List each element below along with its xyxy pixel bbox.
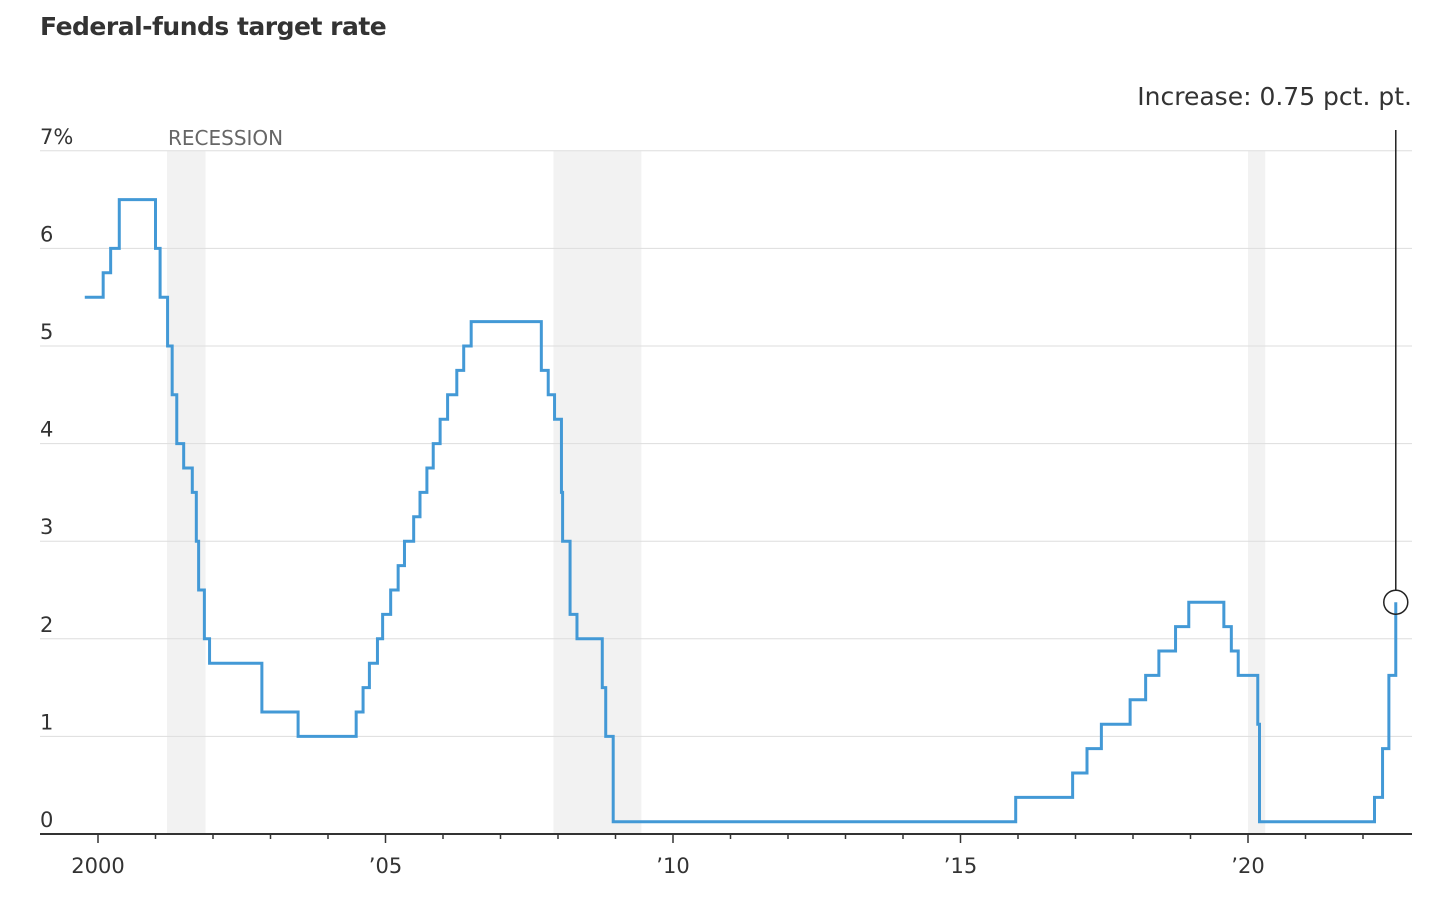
y-tick-label: 7% [40, 125, 73, 149]
x-tick-label: ’05 [369, 854, 402, 878]
chart-title: Federal-funds target rate [40, 12, 387, 41]
y-tick-label: 1 [40, 710, 53, 734]
x-tick-label: ’15 [944, 854, 977, 878]
y-tick-label: 5 [40, 320, 53, 344]
recession-band [1248, 150, 1266, 835]
annotation-label: Increase: 0.75 pct. pt. [1137, 82, 1412, 111]
rate-line [84, 198, 1398, 824]
x-tick-label: ’10 [656, 854, 689, 878]
recession-band [167, 150, 206, 835]
recession-band [553, 150, 642, 835]
x-tick-label: ’20 [1231, 854, 1264, 878]
y-tick-label: 6 [40, 222, 53, 246]
y-tick-label: 4 [40, 418, 53, 442]
y-tick-label: 3 [40, 515, 53, 539]
x-tick-label: 2000 [71, 854, 124, 878]
y-tick-label: 2 [40, 613, 53, 637]
y-tick-label: 0 [40, 808, 53, 832]
recession-label: RECESSION [168, 126, 283, 150]
annotation-marker [1383, 589, 1409, 615]
